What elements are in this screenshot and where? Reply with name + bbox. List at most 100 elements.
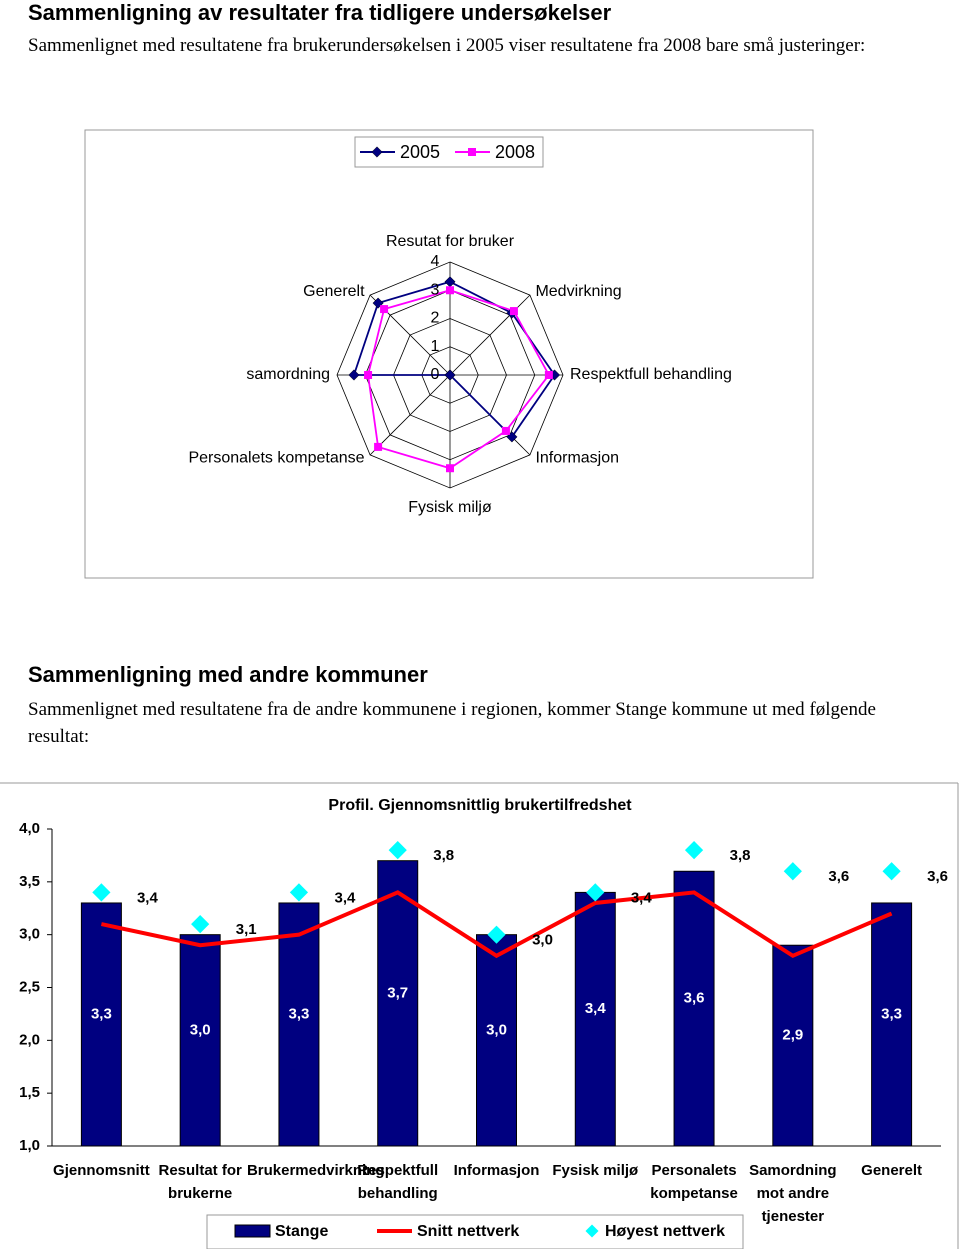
legend-label: Snitt nettverk: [417, 1223, 519, 1240]
value-label: 3,3: [91, 1005, 112, 1022]
bar: [673, 870, 715, 1147]
y-tick-label: 4,0: [19, 820, 40, 837]
axis-label: Generelt: [303, 283, 365, 300]
value-label: 3,6: [828, 868, 849, 885]
series-line: [352, 280, 556, 439]
axis-label: Medvirkning: [535, 283, 621, 300]
bar: [179, 934, 221, 1147]
legend-label: 2008: [495, 142, 535, 162]
legend-marker: [371, 146, 383, 158]
r-tick-label: 4: [431, 253, 440, 270]
legend-marker: [468, 148, 476, 156]
x-tick-label: Personalets kompetanse: [650, 1162, 738, 1202]
bar: [574, 891, 616, 1147]
legend-swatch: [234, 1224, 271, 1238]
x-tick-label: Respektfull behandling: [357, 1162, 439, 1202]
point: [289, 883, 309, 902]
series-line: [100, 890, 893, 959]
value-label: 3,4: [585, 1000, 607, 1017]
bar: [377, 860, 419, 1147]
value-label: 3,0: [532, 932, 553, 949]
point: [348, 369, 360, 381]
point: [364, 371, 373, 379]
value-label: 3,0: [190, 1021, 211, 1038]
point: [501, 426, 510, 435]
value-label: 3,4: [137, 889, 159, 906]
legend-label: Stange: [275, 1223, 328, 1240]
point: [374, 442, 383, 451]
point: [444, 369, 456, 381]
bar: [871, 902, 913, 1147]
value-label: 3,7: [387, 984, 408, 1001]
point: [191, 915, 210, 934]
legend-box: [206, 1214, 744, 1249]
x-tick-label: Informasjon: [453, 1162, 540, 1179]
x-tick-label: Resultat for brukerne: [158, 1162, 242, 1202]
value-label: 2,9: [782, 1027, 803, 1044]
value-label: 3,8: [730, 847, 751, 864]
bar: [772, 944, 814, 1147]
y-tick-label: 1,0: [19, 1137, 40, 1154]
point: [509, 307, 518, 316]
point: [783, 862, 802, 881]
point: [380, 305, 389, 314]
r-tick-label: 2: [431, 310, 440, 327]
axis-label: Informasjon: [535, 450, 619, 467]
x-tick-label: Fysisk miljø: [552, 1162, 639, 1179]
axis-label: Personalets kompetanse: [188, 450, 364, 467]
point: [444, 276, 456, 288]
value-label: 3,8: [433, 847, 454, 864]
point: [446, 464, 454, 473]
r-tick-label: 1: [431, 338, 440, 355]
bar: [80, 902, 122, 1147]
point: [586, 883, 605, 902]
grid-ring: [364, 289, 536, 461]
point: [487, 925, 506, 944]
bar: [476, 934, 517, 1147]
value-label: 3,4: [335, 889, 357, 906]
value-label: 3,6: [927, 868, 948, 885]
axis-label: Fysisk miljø: [408, 499, 492, 516]
radar-frame: [84, 129, 814, 579]
y-tick-label: 1,5: [19, 1084, 40, 1101]
grid-ring: [421, 346, 479, 404]
x-tick-label: Gjennomsnitt: [53, 1162, 150, 1179]
bar: [278, 902, 320, 1147]
chart-title: Profil. Gjennomsnittlig brukertilfredshe…: [328, 797, 632, 814]
y-tick-label: 3,0: [19, 926, 40, 943]
paragraph: Sammenlignet med resultatene fra brukeru…: [28, 35, 866, 56]
axis-label: Resutat for bruker: [386, 233, 515, 250]
x-tick-label: Generelt: [861, 1162, 923, 1179]
legend-label: 2005: [400, 142, 440, 162]
y-tick-label: 2,5: [19, 978, 40, 995]
point: [388, 841, 407, 860]
paragraph: Sammenlignet med resultatene fra de andr…: [28, 699, 876, 747]
value-label: 3,3: [289, 1005, 310, 1022]
r-tick-label: 3: [431, 281, 440, 298]
point: [684, 841, 704, 860]
value-label: 3,1: [236, 921, 257, 938]
axis-label: Respektfull behandling: [570, 366, 732, 383]
point: [544, 371, 553, 379]
legend-label: Høyest nettverk: [605, 1223, 725, 1240]
x-tick-label: Samordning mot andre tjenester: [749, 1162, 837, 1225]
point: [92, 883, 111, 902]
y-tick-label: 2,0: [19, 1031, 40, 1048]
heading: Sammenligning med andre kommuner: [28, 662, 428, 687]
point: [882, 862, 901, 881]
r-tick-label: 0: [431, 366, 440, 383]
heading: Sammenligning av resultater fra tidliger…: [28, 0, 612, 25]
value-label: 3,6: [684, 990, 705, 1007]
legend-marker: [585, 1224, 599, 1238]
point: [446, 286, 454, 295]
axis-label: samordning: [246, 366, 330, 383]
x-tick-label: Brukermedvirkning: [246, 1162, 385, 1179]
grid-ring: [393, 318, 507, 432]
value-label: 3,0: [486, 1021, 507, 1038]
grid-ring: [336, 261, 564, 489]
value-label: 3,4: [631, 889, 653, 906]
y-tick-label: 3,5: [19, 873, 40, 890]
value-label: 3,3: [881, 1005, 902, 1022]
